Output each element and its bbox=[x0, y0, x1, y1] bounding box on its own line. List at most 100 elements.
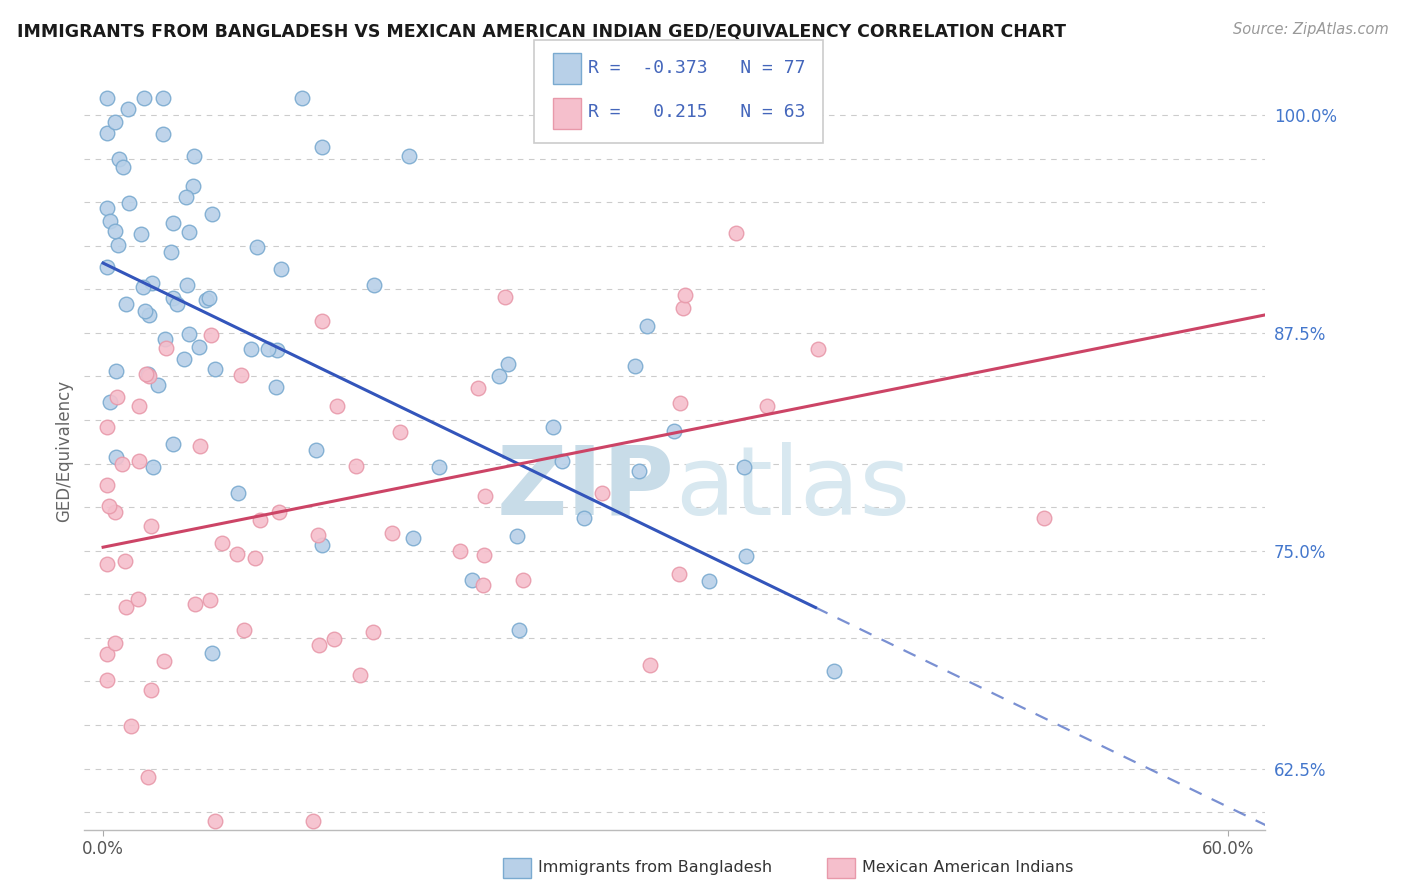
Point bbox=[269, 505, 291, 519]
Point bbox=[134, 303, 156, 318]
Point bbox=[134, 90, 156, 104]
Point bbox=[636, 318, 658, 333]
Point bbox=[174, 189, 197, 203]
Point bbox=[508, 623, 530, 637]
Point bbox=[494, 290, 516, 304]
Point bbox=[226, 485, 249, 500]
Point bbox=[139, 518, 162, 533]
Point bbox=[100, 214, 122, 228]
Point bbox=[461, 573, 484, 587]
Point bbox=[162, 436, 184, 450]
Point bbox=[311, 140, 333, 154]
Point bbox=[291, 90, 314, 104]
Point bbox=[188, 439, 211, 453]
Point bbox=[823, 665, 845, 679]
Point bbox=[201, 207, 224, 221]
Point bbox=[153, 332, 176, 346]
Point bbox=[326, 399, 349, 413]
Point bbox=[104, 115, 127, 129]
Point bbox=[96, 478, 118, 492]
Point bbox=[183, 148, 205, 162]
Point bbox=[725, 226, 748, 240]
Point bbox=[543, 420, 565, 434]
Point bbox=[162, 291, 184, 305]
Point bbox=[188, 340, 211, 354]
Text: R =  -0.373   N = 77: R = -0.373 N = 77 bbox=[588, 60, 806, 78]
Point bbox=[512, 573, 534, 587]
Text: Immigrants from Bangladesh: Immigrants from Bangladesh bbox=[538, 860, 773, 874]
Point bbox=[142, 459, 165, 474]
Point bbox=[198, 291, 221, 305]
Point bbox=[246, 240, 269, 254]
Point bbox=[256, 342, 278, 356]
Point bbox=[177, 326, 200, 341]
Point bbox=[361, 625, 384, 640]
Point bbox=[107, 238, 129, 252]
Point bbox=[498, 357, 520, 371]
Point bbox=[104, 505, 127, 519]
Point bbox=[108, 153, 131, 167]
Point bbox=[166, 297, 188, 311]
Point bbox=[301, 814, 323, 828]
Point bbox=[204, 814, 226, 828]
Point bbox=[138, 308, 160, 322]
Point bbox=[344, 458, 367, 473]
Point bbox=[211, 536, 233, 550]
Point bbox=[311, 314, 333, 328]
Point bbox=[139, 683, 162, 698]
Point bbox=[551, 454, 574, 468]
Point bbox=[204, 361, 226, 376]
Point bbox=[141, 277, 163, 291]
Point bbox=[96, 260, 118, 274]
Point bbox=[96, 420, 118, 434]
Point bbox=[111, 457, 134, 471]
Point bbox=[229, 368, 252, 382]
Point bbox=[159, 244, 181, 259]
Point bbox=[104, 636, 127, 650]
Point bbox=[270, 262, 292, 277]
Point bbox=[349, 667, 371, 681]
Point bbox=[97, 499, 120, 513]
Point bbox=[388, 425, 411, 439]
Point bbox=[146, 377, 169, 392]
Point bbox=[120, 719, 142, 733]
Point bbox=[697, 574, 720, 589]
Point bbox=[733, 460, 755, 475]
Point bbox=[427, 460, 450, 475]
Point bbox=[173, 352, 195, 367]
Point bbox=[128, 400, 150, 414]
Point bbox=[96, 673, 118, 687]
Point bbox=[128, 454, 150, 468]
Point bbox=[308, 638, 330, 652]
Point bbox=[104, 223, 127, 237]
Point bbox=[96, 648, 118, 662]
Point bbox=[117, 103, 139, 117]
Point bbox=[1032, 510, 1054, 524]
Point bbox=[755, 399, 778, 413]
Point bbox=[266, 343, 288, 357]
Point bbox=[381, 525, 404, 540]
Point bbox=[226, 547, 249, 561]
Point bbox=[194, 293, 217, 307]
Point bbox=[136, 367, 159, 381]
Point bbox=[96, 126, 118, 140]
Point bbox=[734, 549, 756, 563]
Text: Source: ZipAtlas.com: Source: ZipAtlas.com bbox=[1233, 22, 1389, 37]
Point bbox=[662, 424, 685, 438]
Point bbox=[96, 201, 118, 215]
Point bbox=[132, 280, 155, 294]
Point bbox=[98, 394, 121, 409]
Point bbox=[152, 127, 174, 141]
Point bbox=[201, 646, 224, 660]
Point bbox=[591, 486, 613, 500]
Point bbox=[572, 511, 595, 525]
Point bbox=[249, 513, 271, 527]
Text: IMMIGRANTS FROM BANGLADESH VS MEXICAN AMERICAN INDIAN GED/EQUIVALENCY CORRELATIO: IMMIGRANTS FROM BANGLADESH VS MEXICAN AM… bbox=[17, 22, 1066, 40]
Text: Mexican American Indians: Mexican American Indians bbox=[862, 860, 1073, 874]
Point bbox=[305, 443, 328, 458]
Text: ZIP: ZIP bbox=[496, 442, 675, 535]
Point bbox=[240, 342, 263, 356]
Point bbox=[672, 301, 695, 316]
Point bbox=[232, 623, 254, 637]
Point bbox=[323, 632, 346, 646]
